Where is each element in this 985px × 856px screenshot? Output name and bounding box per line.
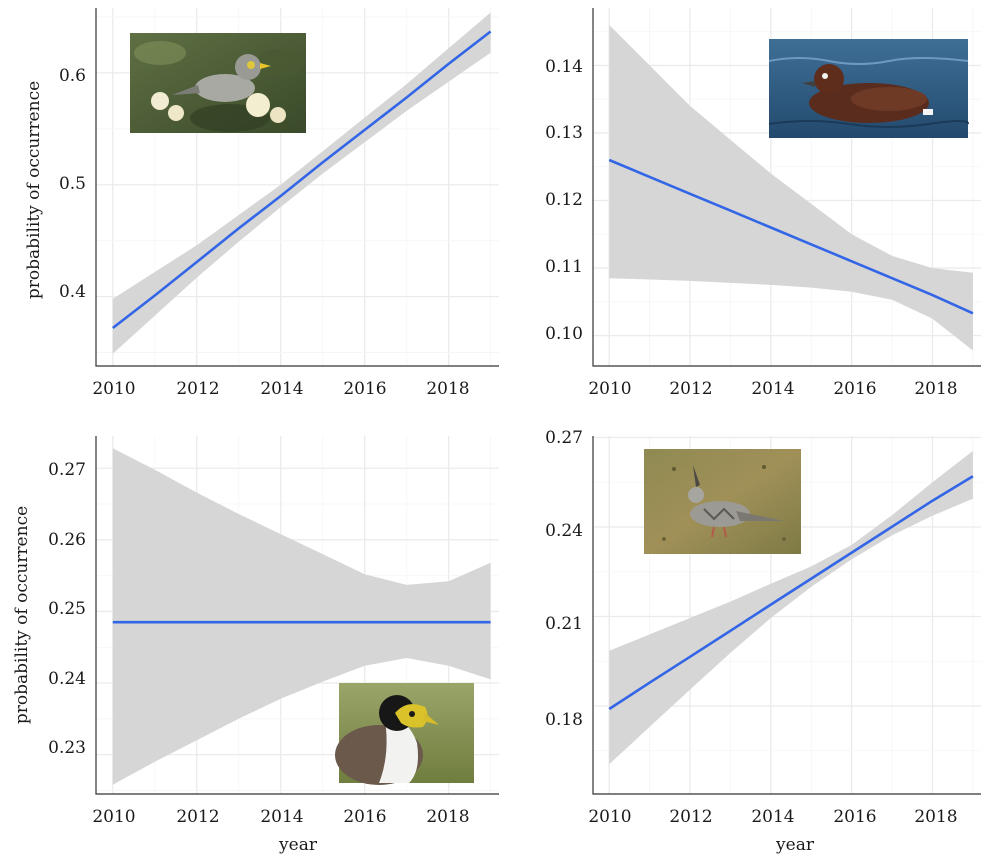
panel-1-x-tick-label: 2016 [343,379,386,399]
panel-2-axes: 2010 2012 2014 2016 2018 0.10 0.11 0.12 … [545,8,981,399]
panel-3-y-tick-label: 0.26 [48,530,86,550]
panel-top-left [96,8,499,366]
crested-pigeon-photo [644,449,801,554]
panel-2-x-tick-label: 2012 [669,379,712,399]
panel-2-trend-line [608,158,974,315]
panel-1-x-tick-label: 2014 [260,379,303,399]
panel-1-y-tick-label: 0.5 [59,174,86,194]
panel-2-confidence-ribbon [609,24,973,351]
panel-4-x-tick-label: 2012 [669,807,712,827]
panel-4-x-tick-label: 2010 [588,807,631,827]
panel-3-y-tick-label: 0.27 [48,460,86,480]
panel-3-x-tick-label: 2010 [92,807,135,827]
panel-4-y-tick-label: 0.18 [545,710,583,730]
panel-2-x-tick-label: 2018 [914,379,957,399]
panel-4-y-tick-label: 0.24 [545,521,583,541]
panel-1-trend-line [112,30,492,330]
panel-1-confidence-ribbon [112,12,491,354]
panel-4-axes: 2010 2012 2014 2016 2018 0.18 0.21 0.24 … [545,428,981,855]
panel-2-x-tick-label: 2010 [588,379,631,399]
panel-2-x-tick-label: 2014 [751,379,794,399]
panel-3-x-tick-label: 2016 [343,807,386,827]
panel-2-x-tick-label: 2016 [833,379,876,399]
panel-3-x-tick-label: 2012 [176,807,219,827]
panel-3-x-axis-title: year [278,835,318,855]
panel-4-x-tick-label: 2016 [833,807,876,827]
panel-3-y-tick-label: 0.23 [48,738,86,758]
panel-2-y-tick-label: 0.13 [545,123,583,143]
panel-2-y-tick-label: 0.10 [545,324,583,344]
panel-3-x-tick-label: 2018 [426,807,469,827]
panel-1-y-tick-label: 0.4 [59,282,86,302]
noisy-miner-photo [130,33,306,133]
panel-1-axes: 2010 2012 2014 2016 2018 0.4 0.5 0.6 pro… [24,8,499,399]
panel-1-y-tick-label: 0.6 [59,66,86,86]
panel-3-y-tick-label: 0.24 [48,669,86,689]
panel-3-confidence-ribbon [112,448,491,785]
panel-4-y-tick-label: 0.27 [545,428,583,448]
panel-2-y-tick-label: 0.11 [545,257,583,277]
panel-top-right [593,8,981,366]
masked-lapwing-photo [335,683,474,785]
panel-4-trend-line [608,475,974,711]
panel-3-y-axis-title: probability of occurrence [12,506,32,724]
panel-4-y-tick-label: 0.21 [545,614,583,634]
panel-2-y-tick-label: 0.14 [545,57,583,77]
panel-4-x-axis-title: year [775,835,815,855]
panel-bottom-right [593,436,981,794]
hardhead-duck-photo [768,39,969,138]
panel-4-confidence-ribbon [609,450,973,765]
panel-4-x-tick-label: 2014 [751,807,794,827]
panel-3-y-tick-label: 0.25 [48,599,86,619]
panel-3-x-tick-label: 2014 [260,807,303,827]
panel-2-y-tick-label: 0.12 [545,190,583,210]
panel-3-axes: 2010 2012 2014 2016 2018 0.23 0.24 0.25 … [12,436,499,855]
panel-1-x-tick-label: 2018 [426,379,469,399]
panel-bottom-left [96,436,499,794]
panel-1-x-tick-label: 2010 [92,379,135,399]
panel-1-y-axis-title: probability of occurrence [24,81,44,299]
panel-4-x-tick-label: 2018 [914,807,957,827]
panel-1-x-tick-label: 2012 [176,379,219,399]
